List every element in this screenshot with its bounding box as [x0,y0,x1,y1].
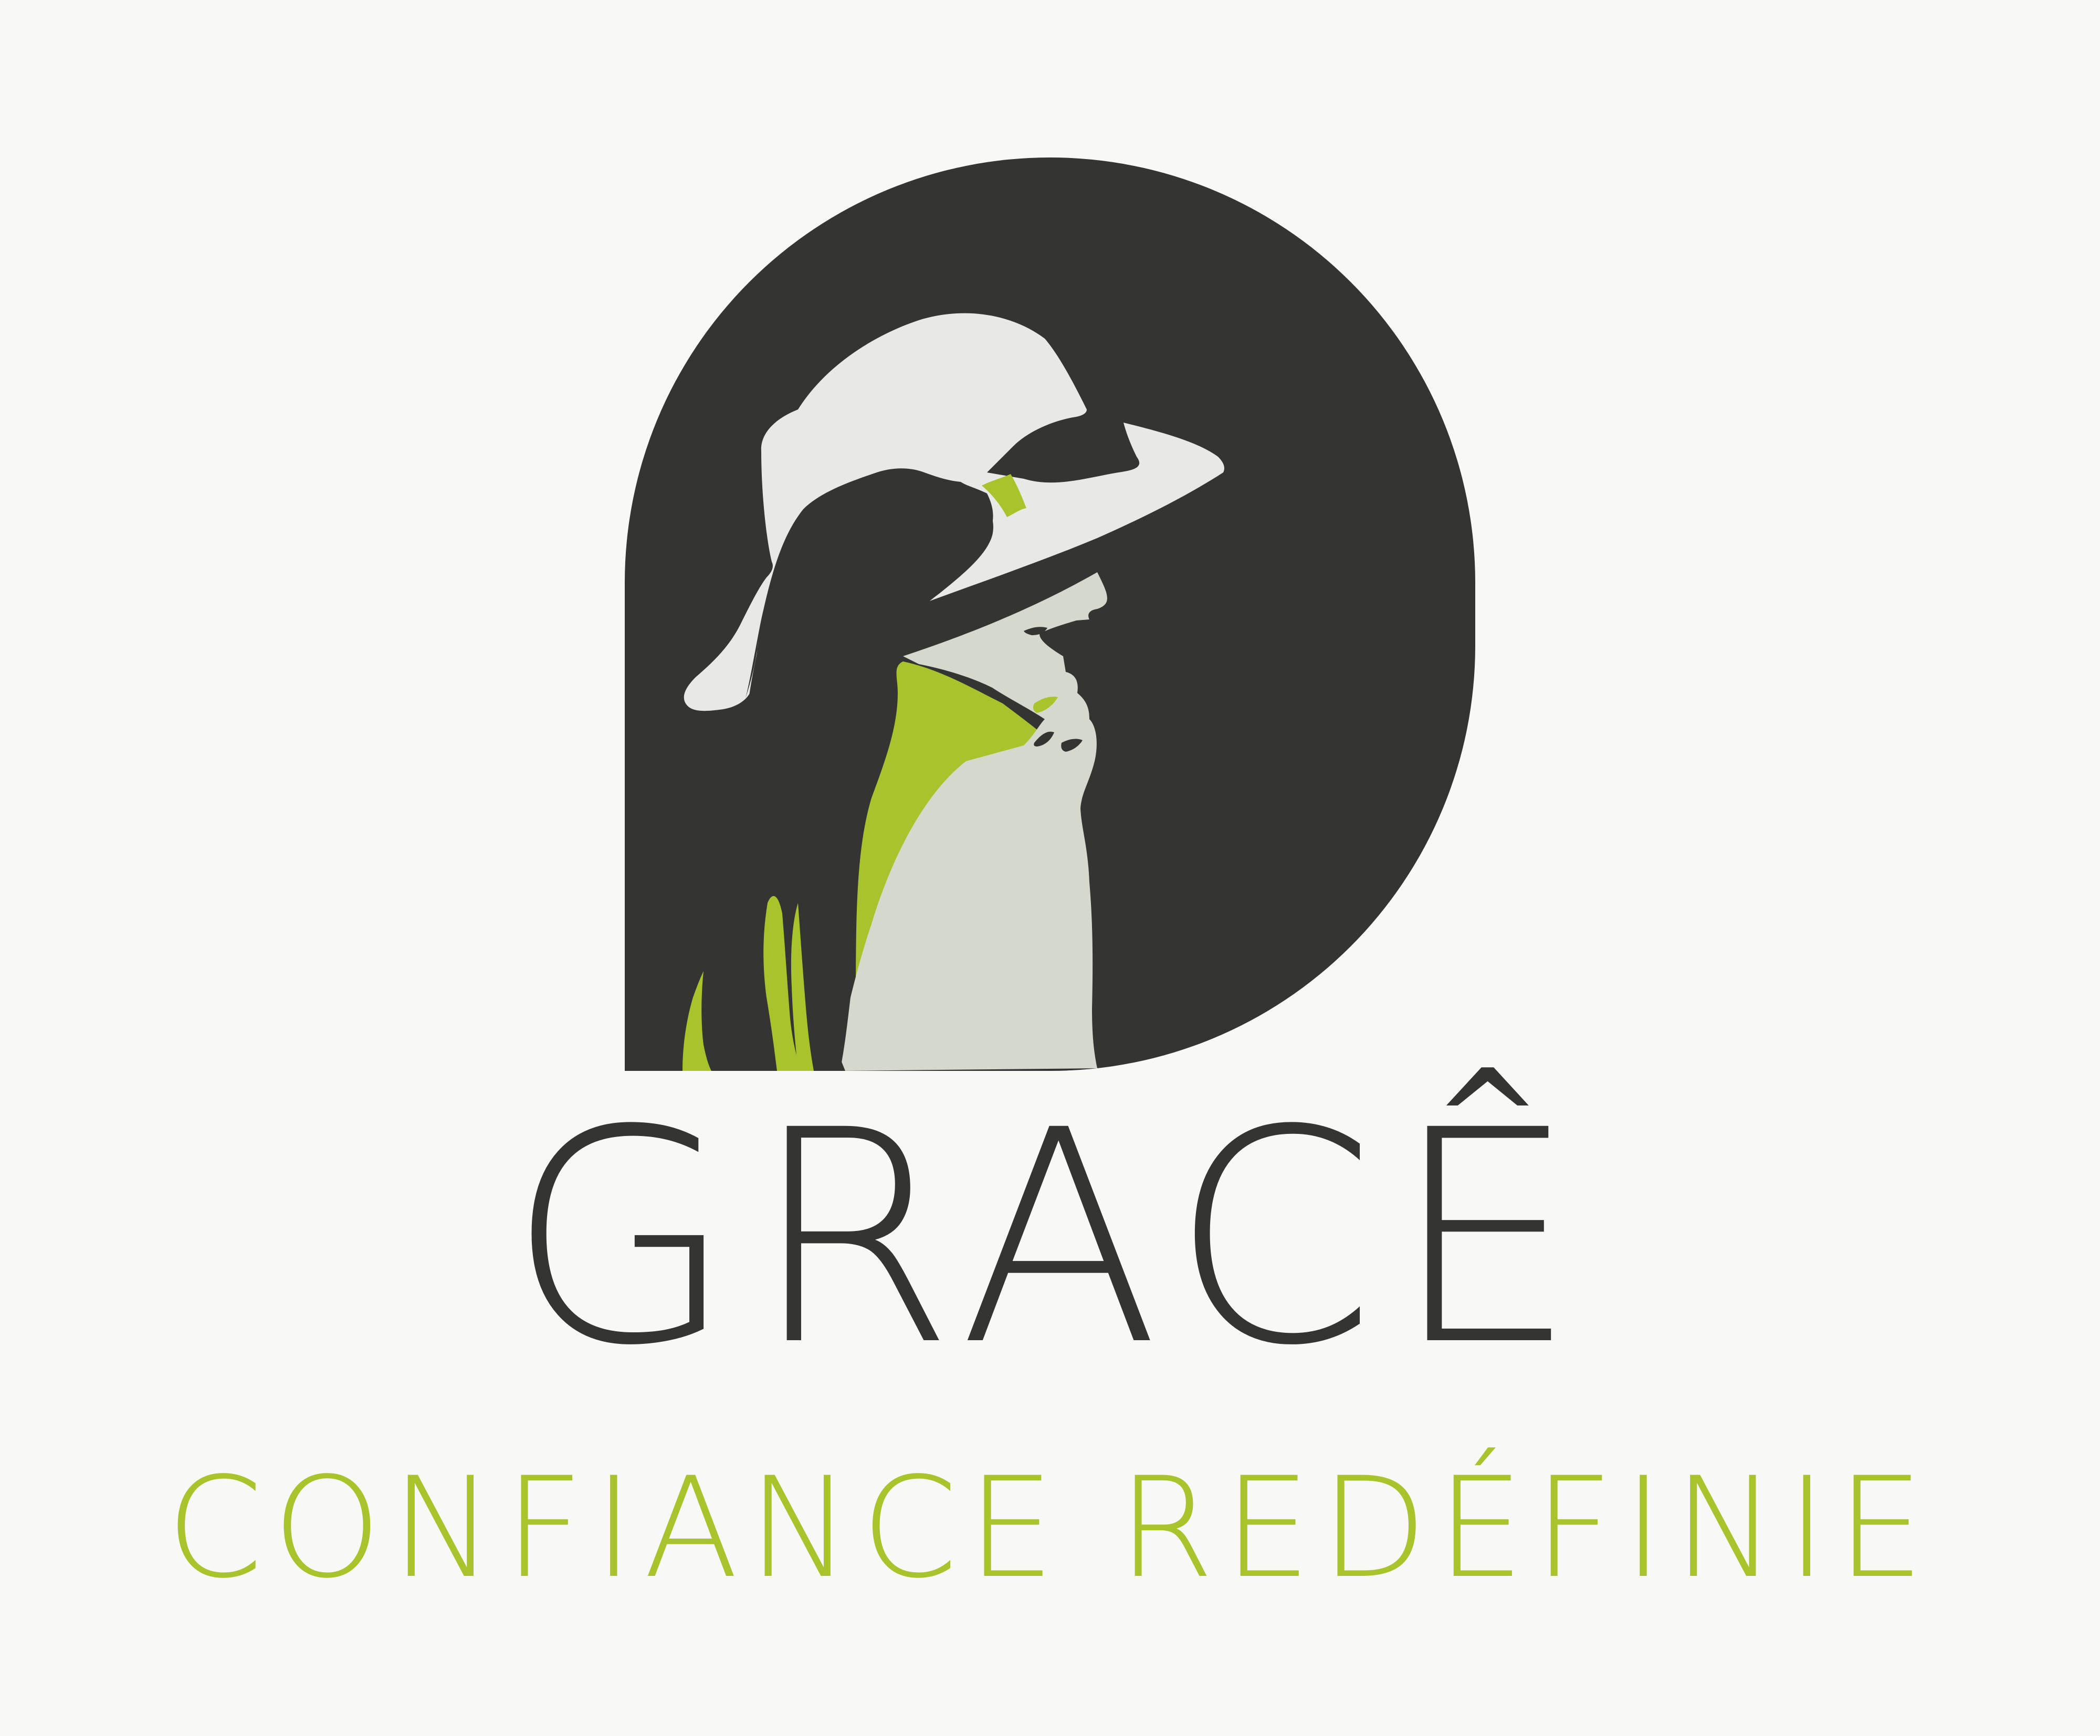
finger-nail [1061,739,1083,752]
hair-highlight [763,896,801,1071]
hair-under-hat [748,483,993,703]
woman-in-hat-silhouette-icon [625,157,1475,1071]
hand-detail [1033,697,1058,713]
eye-shape [1024,627,1047,635]
hat-band [982,474,1026,517]
face-body-shape [840,572,1107,1071]
hair-highlight [791,903,814,1071]
hair-highlight [682,971,711,1071]
hat-shape [684,313,1224,711]
brand-tagline: CONFIANCE REDÉFINIE [166,1448,1934,1609]
brand-name: GRACÊ [507,1068,1593,1410]
finger-nail [1034,731,1054,746]
